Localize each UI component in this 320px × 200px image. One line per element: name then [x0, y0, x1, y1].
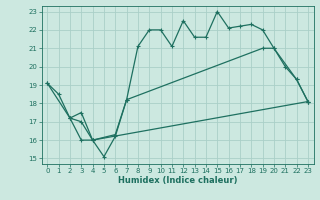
- X-axis label: Humidex (Indice chaleur): Humidex (Indice chaleur): [118, 176, 237, 185]
